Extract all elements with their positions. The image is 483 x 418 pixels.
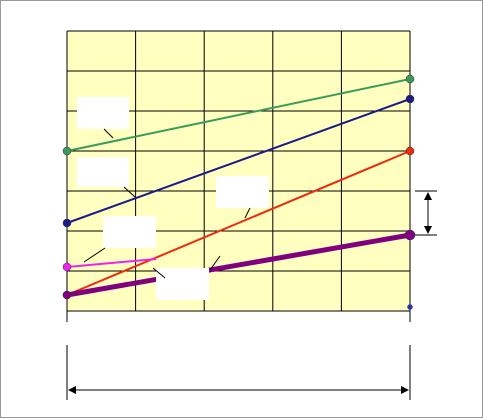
point — [62, 218, 72, 228]
series-line — [66, 150, 411, 296]
point — [62, 146, 72, 156]
point — [407, 304, 413, 310]
point — [404, 229, 416, 241]
point — [405, 74, 415, 84]
point — [405, 146, 415, 156]
leader — [103, 128, 114, 139]
leader — [209, 255, 221, 271]
leader — [83, 247, 106, 263]
leader — [152, 267, 166, 279]
label-box — [103, 216, 156, 248]
label-box — [77, 157, 129, 187]
point — [62, 290, 72, 300]
label-box — [216, 176, 269, 208]
point — [62, 262, 72, 272]
label-box — [156, 268, 209, 300]
point — [405, 94, 415, 104]
leader — [123, 186, 136, 198]
leader — [244, 207, 251, 219]
label-boxes — [77, 97, 269, 300]
label-box — [77, 97, 129, 129]
annotations — [66, 190, 437, 400]
series-line — [66, 98, 411, 224]
series-line — [66, 232, 411, 298]
series-line — [66, 78, 411, 152]
series-line — [66, 258, 157, 268]
